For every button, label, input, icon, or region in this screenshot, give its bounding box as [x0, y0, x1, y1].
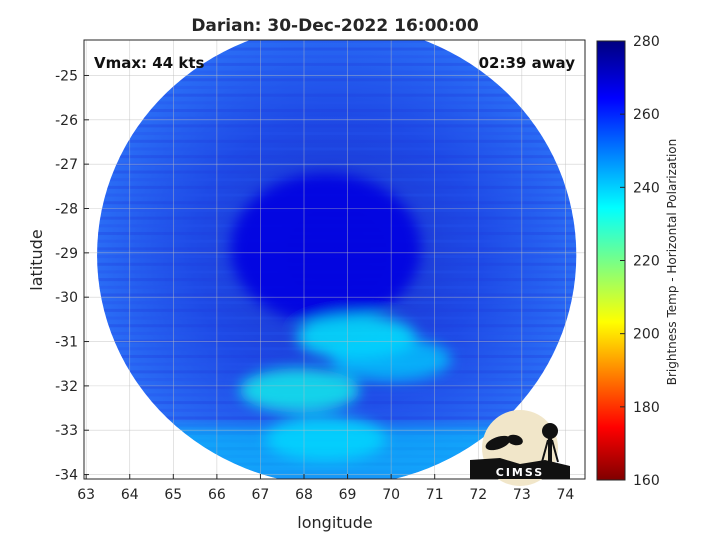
swath-scanline	[97, 155, 577, 159]
y-tick-label: -33	[55, 423, 78, 439]
y-tick-label: -26	[55, 113, 78, 129]
x-axis-ticks: 63 64 65 66 67 68 69 70 71 72 73 74	[77, 474, 574, 503]
y-tick-label: -31	[55, 335, 78, 351]
x-tick-label: 64	[121, 487, 139, 503]
swath-scanline	[97, 78, 577, 82]
cimss-logo-text: CIMSS	[496, 466, 544, 479]
x-tick-label: 66	[208, 487, 226, 503]
tb-feature	[230, 173, 421, 324]
x-tick-label: 65	[164, 487, 182, 503]
y-tick-label: -34	[55, 468, 78, 484]
x-tick-label: 74	[556, 487, 574, 503]
colorbar-ticks: 280 260 240 220 200 180 160	[620, 34, 660, 489]
y-tick-label: -29	[55, 246, 78, 262]
swath-scanline	[97, 132, 577, 136]
swath-scanline	[97, 101, 577, 105]
y-axis-label: latitude	[27, 229, 46, 290]
swath-scanline	[97, 170, 577, 174]
cimss-logo: CIMSS	[470, 410, 570, 486]
swath-scanline	[97, 47, 577, 51]
chart-title: Darian: 30-Dec-2022 16:00:00	[191, 16, 479, 36]
swath-scanline	[97, 40, 577, 43]
x-tick-label: 71	[426, 487, 444, 503]
swath-scanline	[97, 109, 577, 113]
swath-scanline	[97, 139, 577, 143]
tb-feature	[239, 368, 360, 413]
colorbar-tick-label: 200	[633, 327, 660, 343]
y-tick-label: -27	[55, 157, 78, 173]
colorbar-tick-label: 180	[633, 400, 660, 416]
x-tick-label: 72	[469, 487, 487, 503]
y-tick-label: -25	[55, 68, 78, 84]
x-tick-label: 70	[382, 487, 400, 503]
swath-scanline	[97, 70, 577, 74]
swath-scanline	[97, 370, 577, 374]
swath-scanline	[97, 62, 577, 66]
colorbar-tick-label: 280	[633, 34, 660, 50]
swath-scanline	[97, 408, 577, 412]
x-tick-label: 69	[339, 487, 357, 503]
swath-scanline	[97, 147, 577, 151]
x-tick-label: 63	[77, 487, 95, 503]
y-tick-label: -30	[55, 290, 78, 306]
swath-scanline	[97, 55, 577, 59]
swath-scanline	[97, 93, 577, 97]
y-tick-label: -28	[55, 202, 78, 218]
y-axis-ticks: -25 -26 -27 -28 -29 -30 -31 -32 -33 -34	[55, 68, 89, 484]
y-tick-label: -32	[55, 379, 78, 395]
swath-scanline	[97, 85, 577, 89]
swath-scanline	[97, 116, 577, 120]
vmax-annotation: Vmax: 44 kts	[94, 54, 204, 72]
colorbar-tick-label: 240	[633, 180, 660, 196]
x-tick-label: 68	[295, 487, 313, 503]
colorbar: 280 260 240 220 200 180 160 Brightness Temp - …	[596, 34, 679, 489]
x-tick-label: 73	[513, 487, 531, 503]
colorbar-tick-label: 160	[633, 473, 660, 489]
colorbar-tick-label: 260	[633, 107, 660, 123]
time-away-annotation: 02:39 away	[479, 54, 576, 72]
x-tick-label: 67	[252, 487, 270, 503]
x-axis-label: longitude	[297, 513, 372, 532]
colorbar-tick-label: 220	[633, 254, 660, 270]
colorbar-label: Brightness Temp - Horizontal Polarizatio…	[665, 139, 679, 386]
swath-scanline	[97, 124, 577, 128]
plot-frame	[83, 39, 586, 480]
